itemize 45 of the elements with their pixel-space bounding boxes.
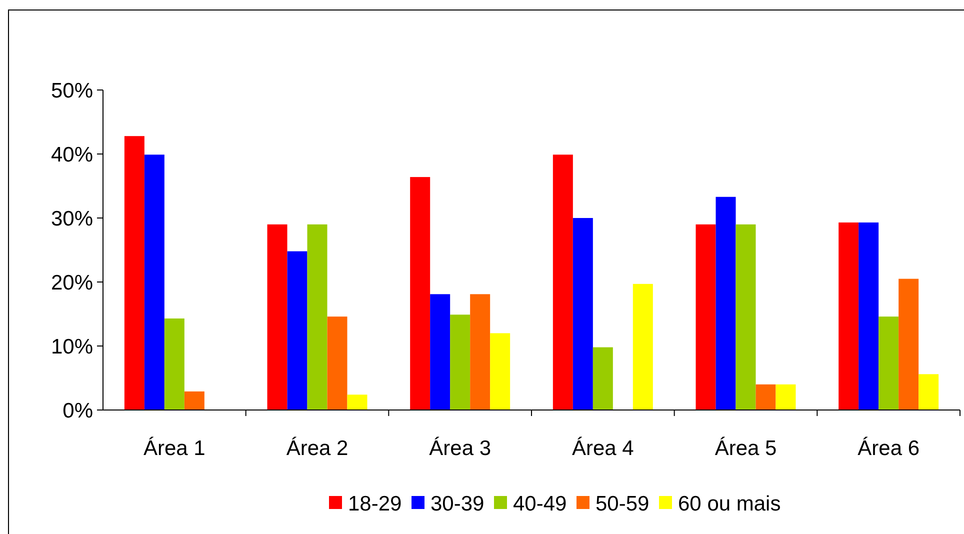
y-tick-label: 20% — [50, 271, 93, 294]
bar — [572, 218, 593, 410]
bar — [347, 394, 368, 410]
bar — [838, 222, 859, 410]
y-tick-label: 10% — [50, 335, 93, 358]
bar — [327, 316, 348, 410]
bar — [552, 154, 573, 410]
legend-label: 40-49 — [513, 492, 567, 516]
bar — [776, 384, 796, 410]
bar — [184, 391, 204, 410]
x-tick-label: Área 6 — [858, 436, 920, 460]
legend-label: 30-39 — [430, 492, 484, 516]
bar — [696, 224, 716, 410]
bar — [410, 177, 430, 410]
x-tick-label: Área 2 — [286, 436, 348, 460]
bar — [716, 196, 736, 410]
bar — [878, 316, 899, 410]
x-tick-label: Área 1 — [143, 436, 206, 460]
bar — [267, 224, 288, 410]
legend-label: 60 ou mais — [678, 492, 781, 516]
bar — [736, 224, 756, 410]
legend-label: 50-59 — [596, 492, 650, 516]
bar — [592, 347, 613, 410]
legend-label: 18-29 — [348, 492, 402, 516]
bar — [430, 294, 450, 410]
x-tick-label: Área 5 — [714, 436, 777, 460]
bar — [858, 222, 879, 410]
y-tick-label: 40% — [50, 143, 93, 166]
bar — [450, 314, 470, 410]
y-tick-label: 50% — [50, 79, 93, 102]
bar — [470, 294, 490, 410]
bar — [124, 136, 144, 410]
bar — [490, 333, 510, 410]
bar — [898, 278, 919, 410]
bar — [918, 374, 939, 410]
bar — [756, 384, 776, 410]
x-tick-label: Área 4 — [572, 436, 634, 460]
bar — [144, 154, 164, 410]
y-tick-label: 30% — [50, 207, 93, 230]
bar — [632, 284, 653, 410]
bar — [307, 224, 328, 410]
bar — [164, 318, 184, 410]
y-tick-label: 0% — [62, 399, 93, 422]
bar — [287, 251, 308, 410]
x-tick-label: Área 3 — [429, 436, 492, 460]
